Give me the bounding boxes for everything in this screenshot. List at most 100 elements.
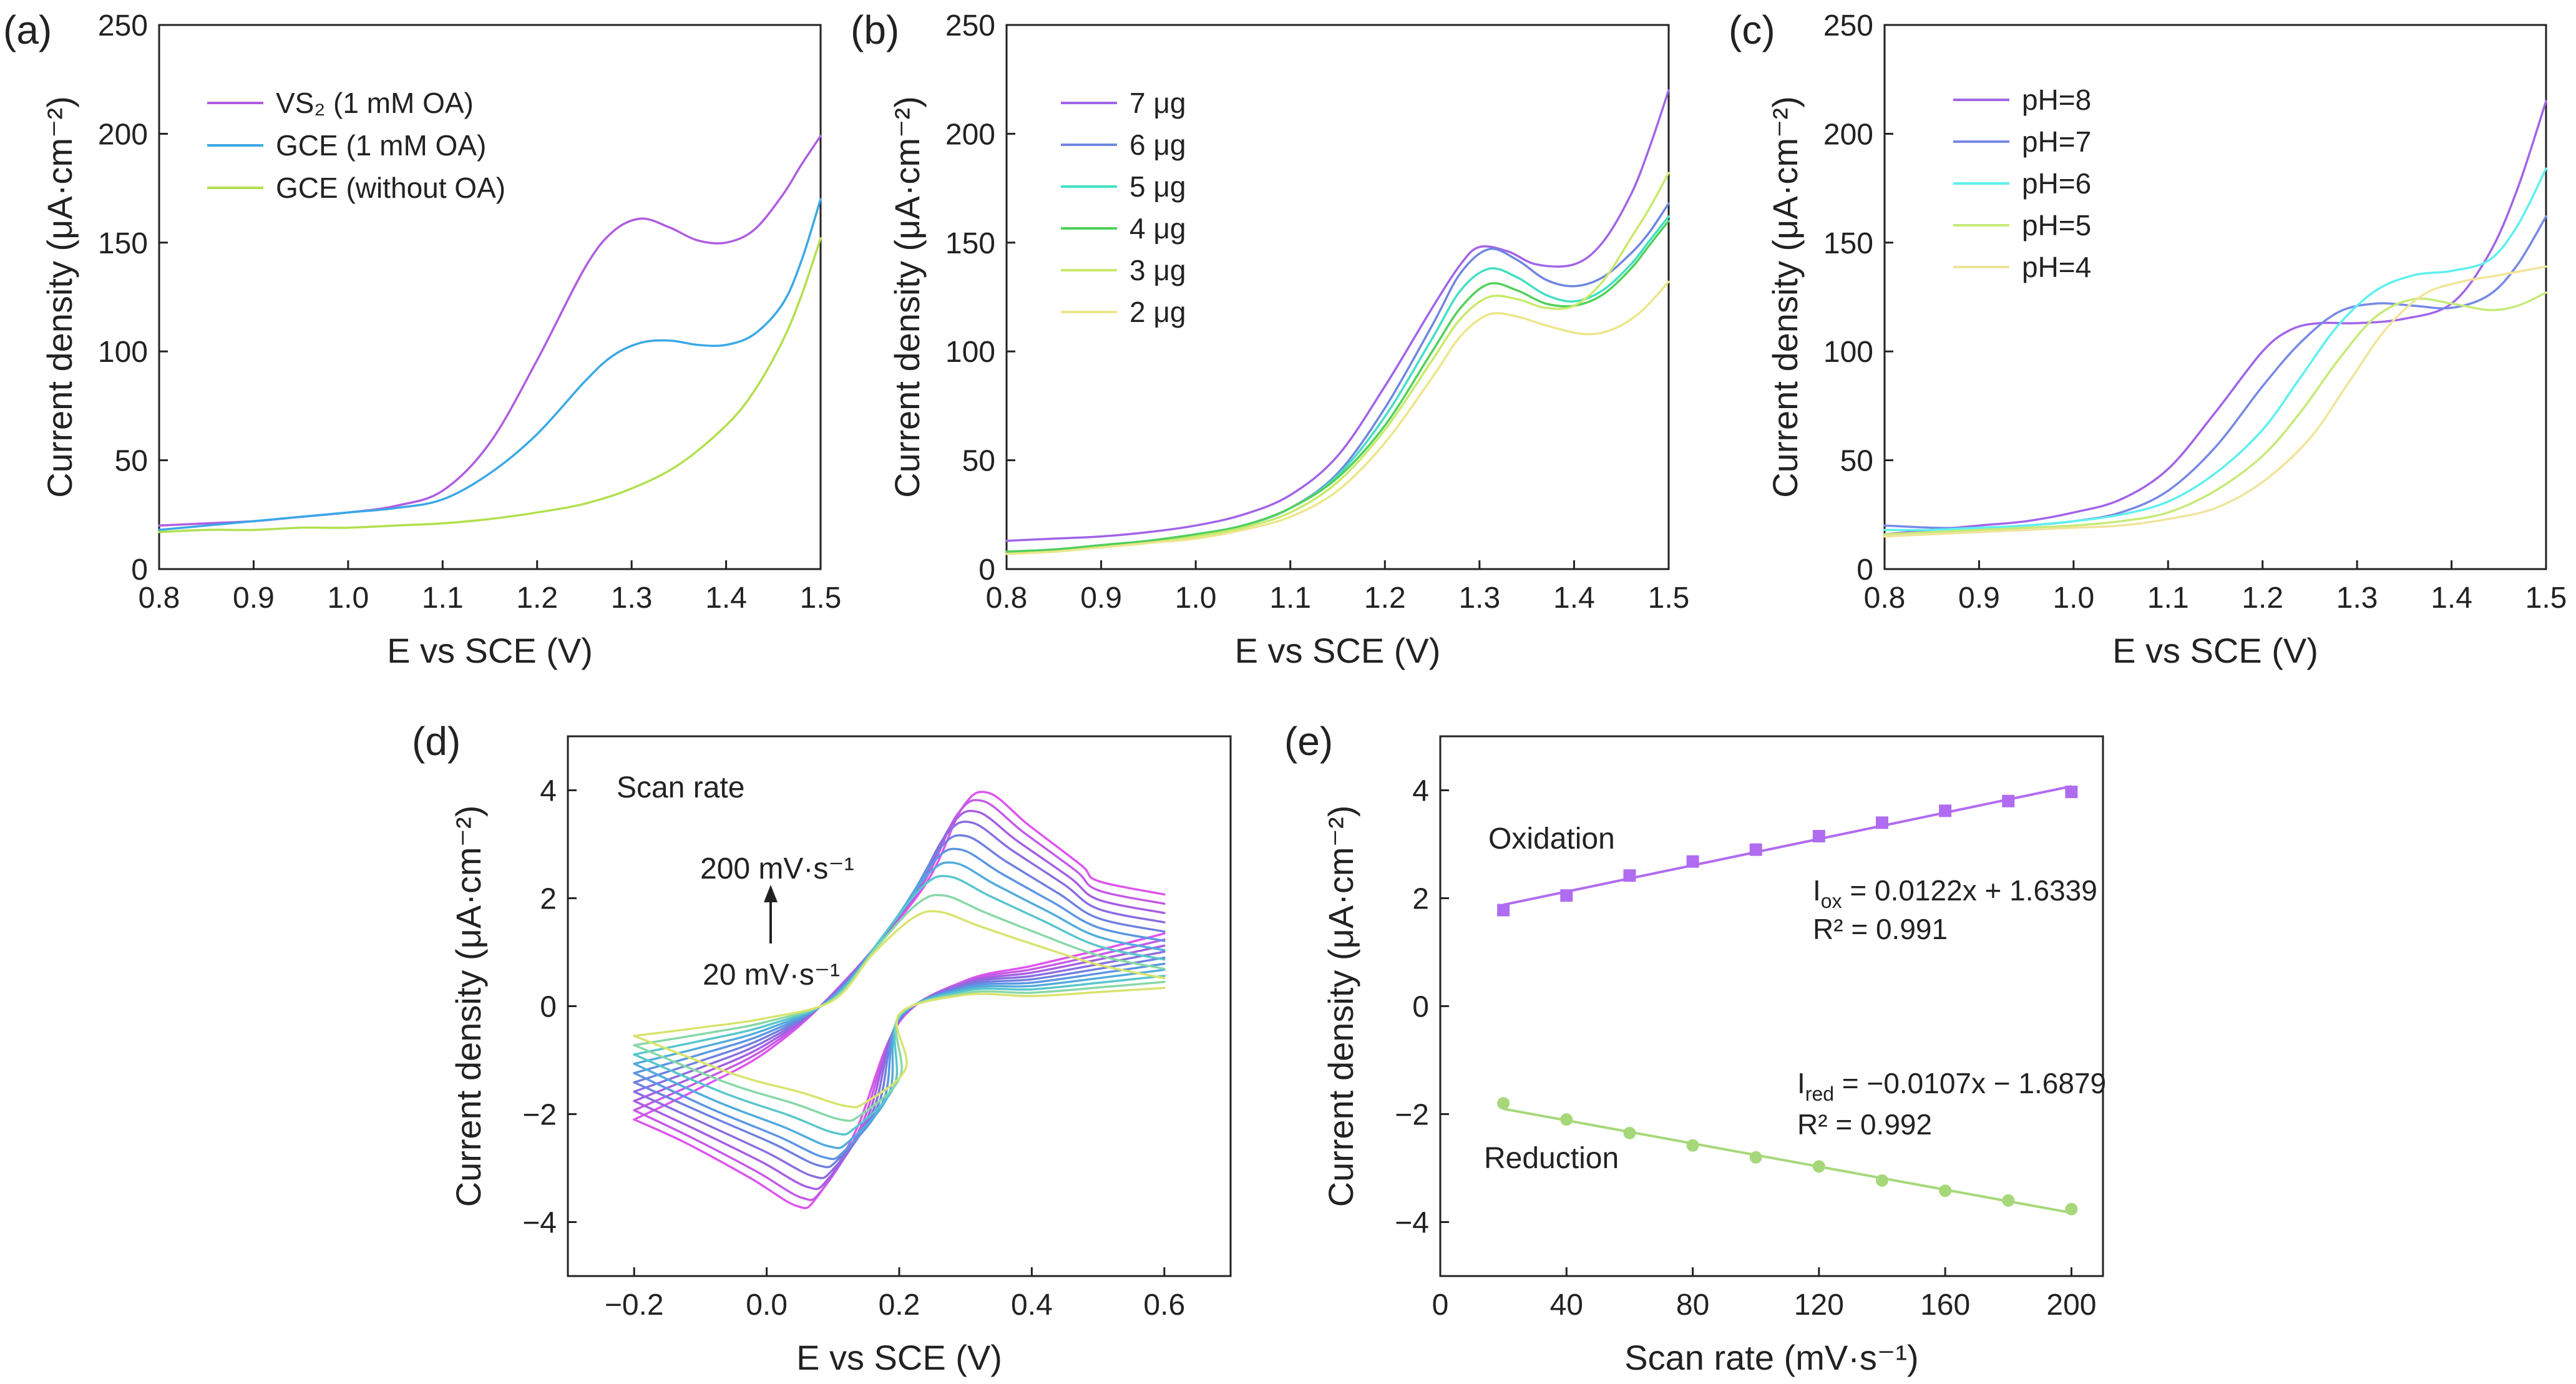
- x-axis-title: E vs SCE (V): [2112, 631, 2318, 670]
- series-label-oxidation: Oxidation: [1488, 822, 1615, 855]
- data-point-circle: [1623, 1126, 1636, 1139]
- fit-line: [1503, 1108, 2072, 1214]
- x-tick-label: 1.3: [611, 582, 653, 615]
- x-tick-label: −0.2: [605, 1289, 664, 1322]
- y-tick-label: 50: [962, 445, 995, 478]
- y-axis-title: Current density (μA·cm⁻²): [449, 806, 488, 1207]
- x-tick-label: 1.3: [2336, 582, 2378, 615]
- data-point-square: [1497, 904, 1510, 917]
- cv-reverse-scan: [633, 962, 1166, 1161]
- y-tick-label: 4: [1412, 775, 1429, 808]
- legend-label: pH=7: [2022, 125, 2091, 158]
- y-tick-label: 0: [131, 553, 148, 587]
- y-tick-label: 50: [115, 445, 148, 478]
- x-tick-label: 0.8: [986, 582, 1028, 615]
- legend-label: 5 μg: [1129, 170, 1186, 203]
- x-axis-title: Scan rate (mV·s⁻¹): [1624, 1338, 1918, 1377]
- legend-label: 3 μg: [1129, 254, 1186, 286]
- x-tick-label: 1.4: [705, 582, 747, 615]
- series-line: [158, 198, 822, 531]
- y-tick-label: 150: [1823, 227, 1873, 260]
- y-tick-label: 0: [1412, 991, 1429, 1024]
- y-tick-label: 200: [98, 118, 148, 151]
- data-point-circle: [1560, 1113, 1573, 1126]
- panel-a: 0.8 0.9 1.0 1.1 1.2 1.3 1.4 1.5 0 50 100 150 200 250 E…: [3, 7, 841, 670]
- y-tick-label: 150: [945, 227, 995, 260]
- x-axis-title: E vs SCE (V): [1235, 631, 1441, 670]
- annotation-bottom-rate: 20 mV·s⁻¹: [703, 958, 840, 992]
- data-point-circle: [2002, 1194, 2015, 1207]
- reduction-fit-equation: Ired = −0.0107x − 1.6879: [1797, 1067, 2106, 1105]
- cv-reverse-scan: [633, 932, 1166, 1209]
- data-point-square: [1623, 869, 1636, 882]
- series-line: [1883, 291, 2547, 535]
- cv-reverse-scan: [633, 980, 1166, 1122]
- oxidation-fit-equation: Iox = 0.0122x + 1.6339: [1813, 874, 2097, 912]
- legend-label: 2 μg: [1129, 296, 1186, 328]
- legend-label: pH=5: [2022, 209, 2091, 241]
- data-point-circle: [1497, 1097, 1510, 1110]
- x-axis-title: E vs SCE (V): [387, 631, 593, 670]
- x-tick-label: 1.5: [1648, 582, 1690, 615]
- cv-forward-scan: [633, 847, 1166, 1075]
- series-label-reduction: Reduction: [1484, 1142, 1619, 1175]
- x-tick-label: 80: [1676, 1289, 1709, 1322]
- y-tick-label: 0: [978, 553, 995, 587]
- cv-reverse-scan: [633, 968, 1166, 1149]
- y-tick-label: 50: [1840, 445, 1873, 478]
- data-point-square: [1560, 889, 1573, 902]
- x-tick-label: 0.9: [1958, 582, 2000, 615]
- data-point-square: [1939, 804, 1952, 817]
- x-tick-label: 1.2: [1364, 582, 1406, 615]
- data-point-circle: [1939, 1184, 1952, 1197]
- series-line: [1883, 265, 2547, 538]
- y-tick-label: 0: [1856, 553, 1873, 587]
- y-tick-label: 2: [1412, 883, 1429, 916]
- panel-d: −0.2 0.0 0.2 0.4 0.6 −4 −2 0 2 4 E vs SCE (V) Curre…: [412, 719, 1232, 1377]
- series-line: [1005, 215, 1670, 553]
- x-tick-label: 1.2: [516, 582, 558, 615]
- cv-forward-scan: [633, 791, 1166, 1121]
- x-tick-label: 1.0: [1175, 582, 1217, 615]
- x-tick-label: 0.9: [233, 582, 275, 615]
- data-point-square: [1686, 855, 1699, 868]
- series-line: [1005, 280, 1670, 555]
- x-tick-label: 0: [1432, 1289, 1449, 1322]
- y-tick-label: 0: [540, 991, 557, 1024]
- cv-forward-scan: [633, 894, 1166, 1046]
- x-tick-label: 1.1: [2147, 582, 2189, 615]
- y-tick-label: 200: [1823, 118, 1873, 151]
- x-tick-label: 0.6: [1143, 1289, 1185, 1322]
- series-line: [1005, 172, 1670, 555]
- data-point-square: [1812, 830, 1825, 843]
- x-tick-label: 1.1: [422, 582, 464, 615]
- x-tick-label: 1.3: [1458, 582, 1500, 615]
- panel-c: 0.8 0.9 1.0 1.1 1.2 1.3 1.4 1.5 0 50 100 150 200 250 E…: [1729, 7, 2567, 670]
- annotation-title: Scan rate: [617, 771, 744, 804]
- plot-frame: [1005, 24, 1670, 570]
- data-point-circle: [1749, 1151, 1762, 1164]
- y-tick-label: −4: [1395, 1207, 1429, 1240]
- panel-label: (b): [851, 7, 899, 52]
- y-tick-label: 200: [945, 118, 995, 151]
- panel-b: 0.8 0.9 1.0 1.1 1.2 1.3 1.4 1.5 0 50 100 150 200 250 E…: [851, 7, 1689, 670]
- y-tick-label: 150: [98, 227, 148, 260]
- cv-forward-scan: [633, 910, 1166, 1037]
- x-tick-label: 1.4: [2431, 582, 2472, 615]
- series-line: [1883, 167, 2547, 532]
- x-tick-label: 0.8: [139, 582, 180, 615]
- series-line: [1883, 215, 2547, 529]
- x-tick-label: 0.8: [1864, 582, 1906, 615]
- x-tick-label: 0.4: [1011, 1289, 1053, 1322]
- x-tick-label: 1.5: [800, 582, 842, 615]
- plot-frame: [158, 24, 822, 570]
- legend-label: 7 μg: [1129, 87, 1186, 119]
- x-tick-label: 0.2: [879, 1289, 920, 1322]
- series-line: [1005, 220, 1670, 553]
- legend-label: GCE (without OA): [276, 172, 505, 204]
- data-point-square: [1876, 816, 1888, 829]
- x-tick-label: 200: [2046, 1289, 2096, 1322]
- x-tick-label: 1.5: [2525, 582, 2567, 615]
- data-point-circle: [1876, 1174, 1888, 1187]
